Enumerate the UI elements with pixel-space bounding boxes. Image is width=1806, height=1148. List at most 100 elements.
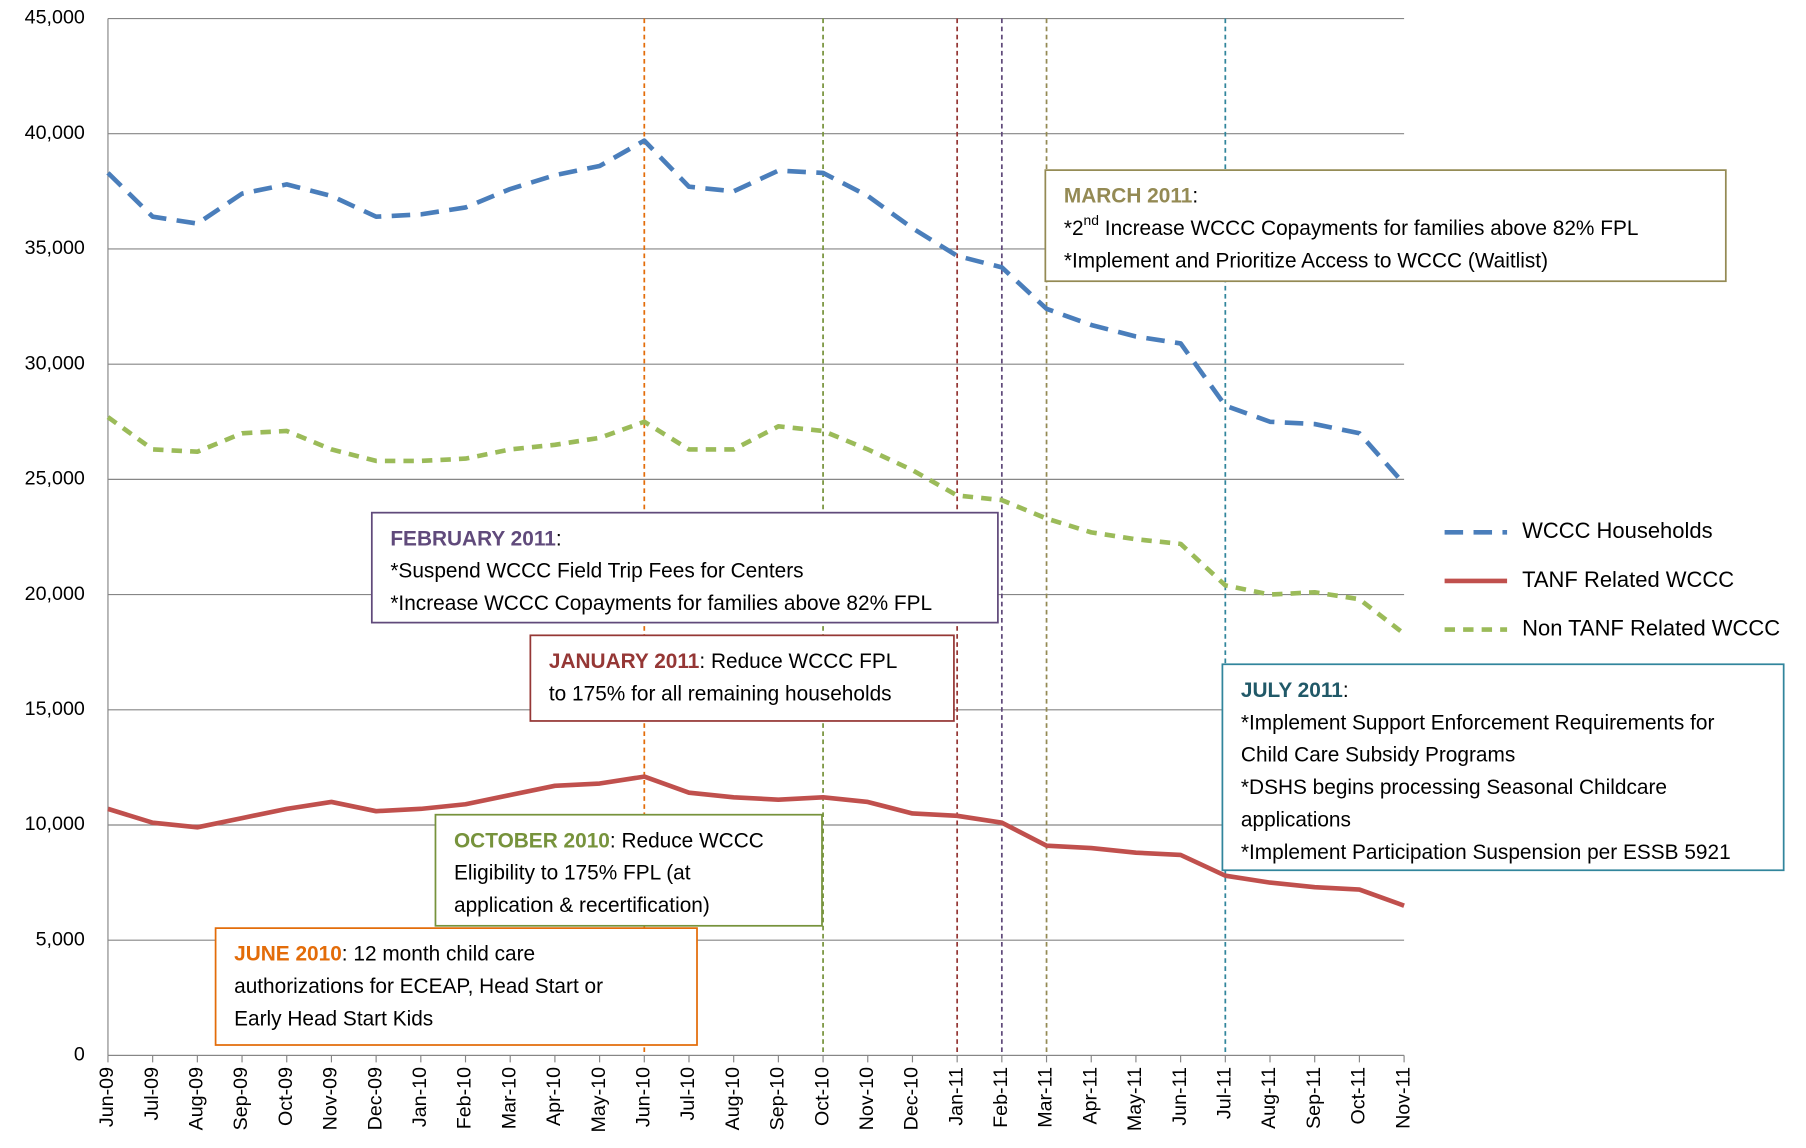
legend-label: TANF Related WCCC — [1522, 567, 1734, 592]
annotation-text: *DSHS begins processing Seasonal Childca… — [1241, 776, 1667, 799]
annotation-line: JULY 2011: — [1241, 678, 1349, 701]
x-tick-label: Oct-10 — [811, 1067, 833, 1126]
annotation: JUNE 2010: 12 month child care authorizat… — [214, 927, 698, 1046]
annotation-text: *Suspend WCCC Field Trip Fees for Center… — [390, 559, 803, 582]
annotation-line: JANUARY 2011: Reduce WCCC FPL — [549, 649, 897, 672]
x-tick-label: Jul-10 — [677, 1067, 699, 1121]
annotation-line: FEBRUARY 2011: — [390, 527, 561, 550]
x-tick-label: Nov-09 — [320, 1067, 342, 1130]
annotation-line: authorizations for ECEAP, Head Start or — [234, 975, 603, 998]
annotation: JANUARY 2011: Reduce WCCC FPL to 175% for… — [529, 634, 955, 722]
annotation-line: *Implement and Prioritize Access to WCCC… — [1064, 249, 1548, 272]
annotation-text: *Implement Participation Suspension per … — [1241, 840, 1731, 863]
annotation-title: MARCH 2011 — [1064, 184, 1193, 207]
annotation-line: to 175% for all remaining households — [549, 682, 892, 705]
annotation: OCTOBER 2010: Reduce WCCC Eligibility to … — [434, 813, 823, 927]
annotation-text: *Implement and Prioritize Access to WCCC… — [1064, 249, 1548, 272]
legend-label: WCCC Households — [1522, 518, 1712, 543]
annotation-title: JUNE 2010 — [234, 942, 342, 965]
annotation-line: MARCH 2011: — [1064, 184, 1198, 207]
y-tick-label: 40,000 — [25, 122, 85, 144]
annotation-line: JUNE 2010: 12 month child care — [234, 942, 535, 965]
annotation-text: *2 — [1064, 217, 1084, 240]
annotation-line: *Implement Participation Suspension per … — [1241, 840, 1731, 863]
y-tick-label: 0 — [74, 1044, 85, 1066]
x-tick-label: Feb-10 — [454, 1067, 476, 1129]
x-tick-label: Dec-10 — [901, 1067, 923, 1130]
annotation-line: Eligibility to 175% FPL (at — [454, 861, 691, 884]
annotation-box — [1044, 169, 1727, 283]
legend-label: Non TANF Related WCCC — [1522, 615, 1780, 640]
annotation-box — [529, 634, 955, 722]
annotation-text: *Implement Support Enforcement Requireme… — [1241, 711, 1715, 734]
x-tick-label: Nov-10 — [856, 1067, 878, 1130]
x-tick-label: Jul-11 — [1214, 1067, 1236, 1119]
x-tick-label: Dec-09 — [364, 1067, 386, 1130]
annotation-text: : Reduce WCCC — [610, 829, 764, 852]
x-tick-label: Feb-11 — [990, 1067, 1012, 1128]
x-tick-label: May-11 — [1124, 1067, 1146, 1131]
annotation-box — [214, 927, 698, 1046]
y-tick-label: 10,000 — [25, 813, 85, 835]
annotation-line: Early Head Start Kids — [234, 1007, 433, 1030]
y-tick-label: 30,000 — [25, 352, 85, 374]
annotation-box — [1221, 663, 1785, 872]
x-tick-label: Oct-11 — [1348, 1067, 1370, 1125]
annotation-text: application & recertification) — [454, 894, 710, 917]
x-tick-label: Sep-10 — [767, 1067, 789, 1130]
series-line — [107, 774, 1405, 908]
annotation: MARCH 2011: *2nd Increase WCCC Copayments… — [1044, 169, 1727, 283]
annotation-line: *Suspend WCCC Field Trip Fees for Center… — [390, 559, 803, 582]
annotation-box — [434, 813, 823, 927]
annotation-text: Early Head Start Kids — [234, 1007, 433, 1030]
annotation-line: Child Care Subsidy Programs — [1241, 743, 1515, 766]
x-tick-label: Sep-09 — [230, 1067, 252, 1130]
annotation-line: *Implement Support Enforcement Requireme… — [1241, 711, 1715, 734]
x-tick-label: Mar-10 — [498, 1067, 520, 1129]
annotation-line: application & recertification) — [454, 894, 710, 917]
annotation-line: *2nd Increase WCCC Copayments for famili… — [1064, 212, 1639, 240]
annotation-text: applications — [1241, 808, 1351, 831]
annotation-title: JANUARY 2011 — [549, 649, 700, 672]
x-tick-label: May-10 — [588, 1067, 610, 1133]
annotation-line: *DSHS begins processing Seasonal Childca… — [1241, 776, 1667, 799]
annotation-text: Eligibility to 175% FPL (at — [454, 861, 691, 884]
x-tick-label: Oct-09 — [275, 1067, 297, 1126]
x-tick-label: Jun-10 — [632, 1067, 654, 1127]
y-tick-label: 45,000 — [25, 7, 85, 29]
x-tick-label: Apr-10 — [543, 1067, 565, 1126]
annotation-text: *Increase WCCC Copayments for families a… — [390, 592, 932, 615]
x-tick-label: Aug-09 — [186, 1067, 208, 1130]
annotation-line: *Increase WCCC Copayments for families a… — [390, 592, 932, 615]
x-tick-label: Jan-11 — [945, 1067, 967, 1126]
x-tick-label: Jun-09 — [96, 1067, 118, 1127]
y-tick-label: 35,000 — [25, 237, 85, 259]
annotation-text: : — [1343, 678, 1349, 701]
annotation-text: to 175% for all remaining households — [549, 682, 892, 705]
annotation-text: : — [556, 527, 562, 550]
x-tick-label: Jan-10 — [409, 1067, 431, 1127]
x-tick-label: Sep-11 — [1303, 1067, 1325, 1129]
annotation-line: OCTOBER 2010: Reduce WCCC — [454, 829, 764, 852]
y-tick-label: 20,000 — [25, 583, 85, 605]
x-tick-label: Nov-11 — [1392, 1067, 1414, 1129]
annotation: FEBRUARY 2011: *Suspend WCCC Field Trip F… — [370, 511, 999, 624]
x-tick-label: Jun-11 — [1169, 1067, 1191, 1126]
annotation-text: : — [1192, 184, 1198, 207]
annotation-text: authorizations for ECEAP, Head Start or — [234, 975, 603, 998]
annotation-text: Child Care Subsidy Programs — [1241, 743, 1515, 766]
annotation-title: JULY 2011 — [1241, 678, 1343, 701]
y-tick-label: 25,000 — [25, 468, 85, 490]
series-line — [106, 138, 1406, 486]
y-tick-label: 5,000 — [36, 928, 85, 950]
x-tick-label: Aug-11 — [1258, 1067, 1280, 1129]
x-tick-label: Apr-11 — [1079, 1067, 1101, 1125]
y-tick-label: 15,000 — [25, 698, 85, 720]
annotation-line: applications — [1241, 808, 1351, 831]
annotation-text: Increase WCCC Copayments for families ab… — [1099, 217, 1638, 240]
annotation-text: nd — [1084, 212, 1099, 228]
annotation-box — [370, 511, 999, 624]
x-tick-label: Mar-11 — [1035, 1067, 1057, 1128]
annotation-text: : 12 month child care — [342, 942, 535, 965]
